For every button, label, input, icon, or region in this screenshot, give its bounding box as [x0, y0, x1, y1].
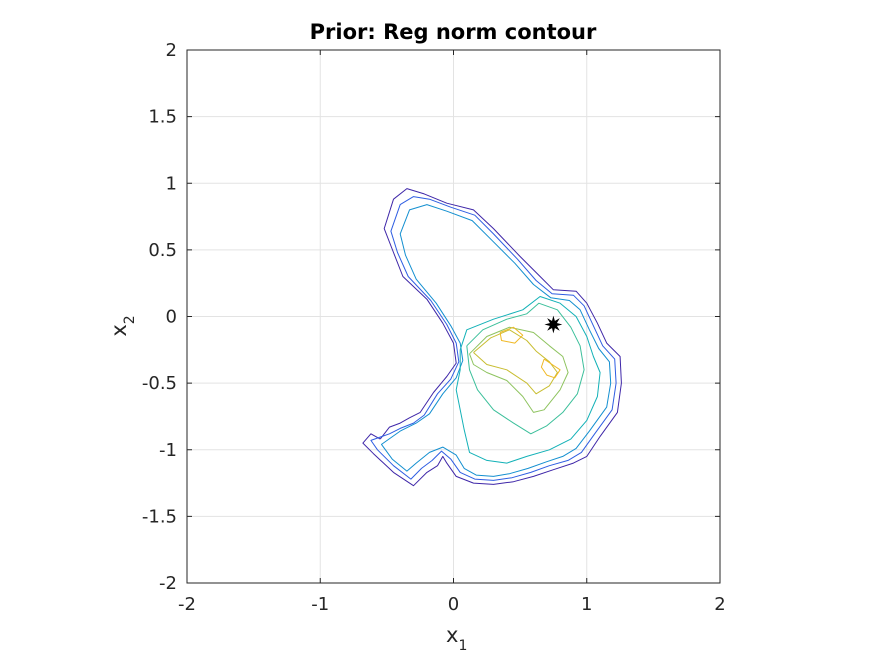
x-axis-label-subscript: 1: [458, 638, 467, 654]
y-tick-label: 1: [166, 173, 177, 194]
x-tick-label: -2: [178, 594, 196, 615]
y-axis-label: x2: [107, 315, 138, 336]
y-tick-label: 0.5: [148, 240, 177, 261]
contour-line-level-4-3: [455, 296, 601, 464]
marker-layer: [544, 315, 563, 334]
chart-title: Prior: Reg norm contour: [310, 20, 597, 44]
contour-line-level-1-0: [362, 188, 622, 487]
contour-line-level-8-7: [540, 358, 561, 379]
x-tick-label: 1: [581, 594, 592, 615]
y-tick-label: 1.5: [148, 107, 177, 128]
x-axis-label: x1: [446, 623, 467, 654]
ticks: -2 -1 0 1 2 -2 -1.5 -1 -0.5 0 0.5 1 1.5 2: [142, 40, 726, 615]
y-axis-label-base: x: [107, 324, 131, 336]
contour-line-level-7-6: [473, 329, 558, 395]
x-tick-label: -1: [311, 594, 329, 615]
y-tick-label: -0.5: [142, 373, 177, 394]
x-tick-label: 0: [448, 594, 459, 615]
x-axis-label-base: x: [446, 623, 458, 647]
contour-lines: [362, 188, 622, 487]
y-tick-label: -1: [159, 440, 177, 461]
y-axis-label-subscript: 2: [122, 315, 138, 324]
contour-line-level-2-1: [370, 196, 617, 481]
contour-line-level-6-5: [469, 326, 569, 413]
x-tick-label: 2: [714, 594, 725, 615]
contour-line-level-3-2: [381, 204, 612, 477]
y-tick-label: -2: [159, 573, 177, 594]
y-tick-label: 0: [166, 307, 177, 328]
y-axis-label-group: x2: [107, 315, 138, 336]
y-tick-label: 2: [166, 40, 177, 61]
y-tick-label: -1.5: [142, 506, 177, 527]
contour-line-level-5-4: [466, 302, 585, 435]
contour-line-level-8-8: [499, 326, 524, 344]
star-marker: [544, 315, 563, 334]
